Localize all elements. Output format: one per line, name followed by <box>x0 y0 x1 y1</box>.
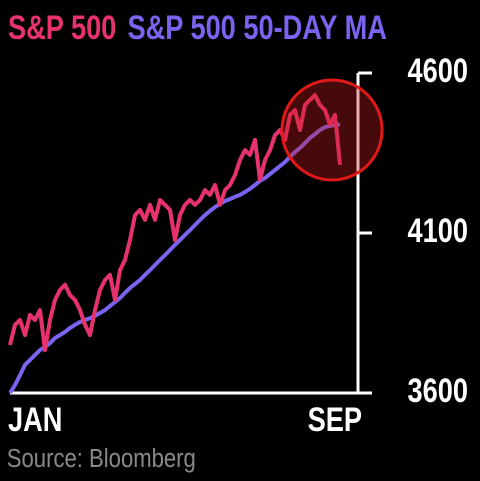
x-tick-label: JAN <box>8 400 62 439</box>
source: Source: Bloomberg <box>7 444 196 473</box>
x-tick-label: SEP <box>308 400 362 439</box>
y-tick-label: 4600 <box>408 51 468 90</box>
y-tick-label: 4100 <box>408 211 468 250</box>
legend-entry: S&P 500 50-DAY MA <box>128 8 387 47</box>
legend-entry: S&P 500 <box>8 8 116 47</box>
highlight-circle <box>280 78 384 182</box>
plot-area: 3600 4100 4600 JAN SEP <box>8 51 468 439</box>
line-series <box>8 122 340 395</box>
line-series <box>8 93 342 353</box>
y-tick-label: 3600 <box>408 371 468 410</box>
legend: S&P 500 S&P 500 50-DAY MA <box>8 8 387 47</box>
